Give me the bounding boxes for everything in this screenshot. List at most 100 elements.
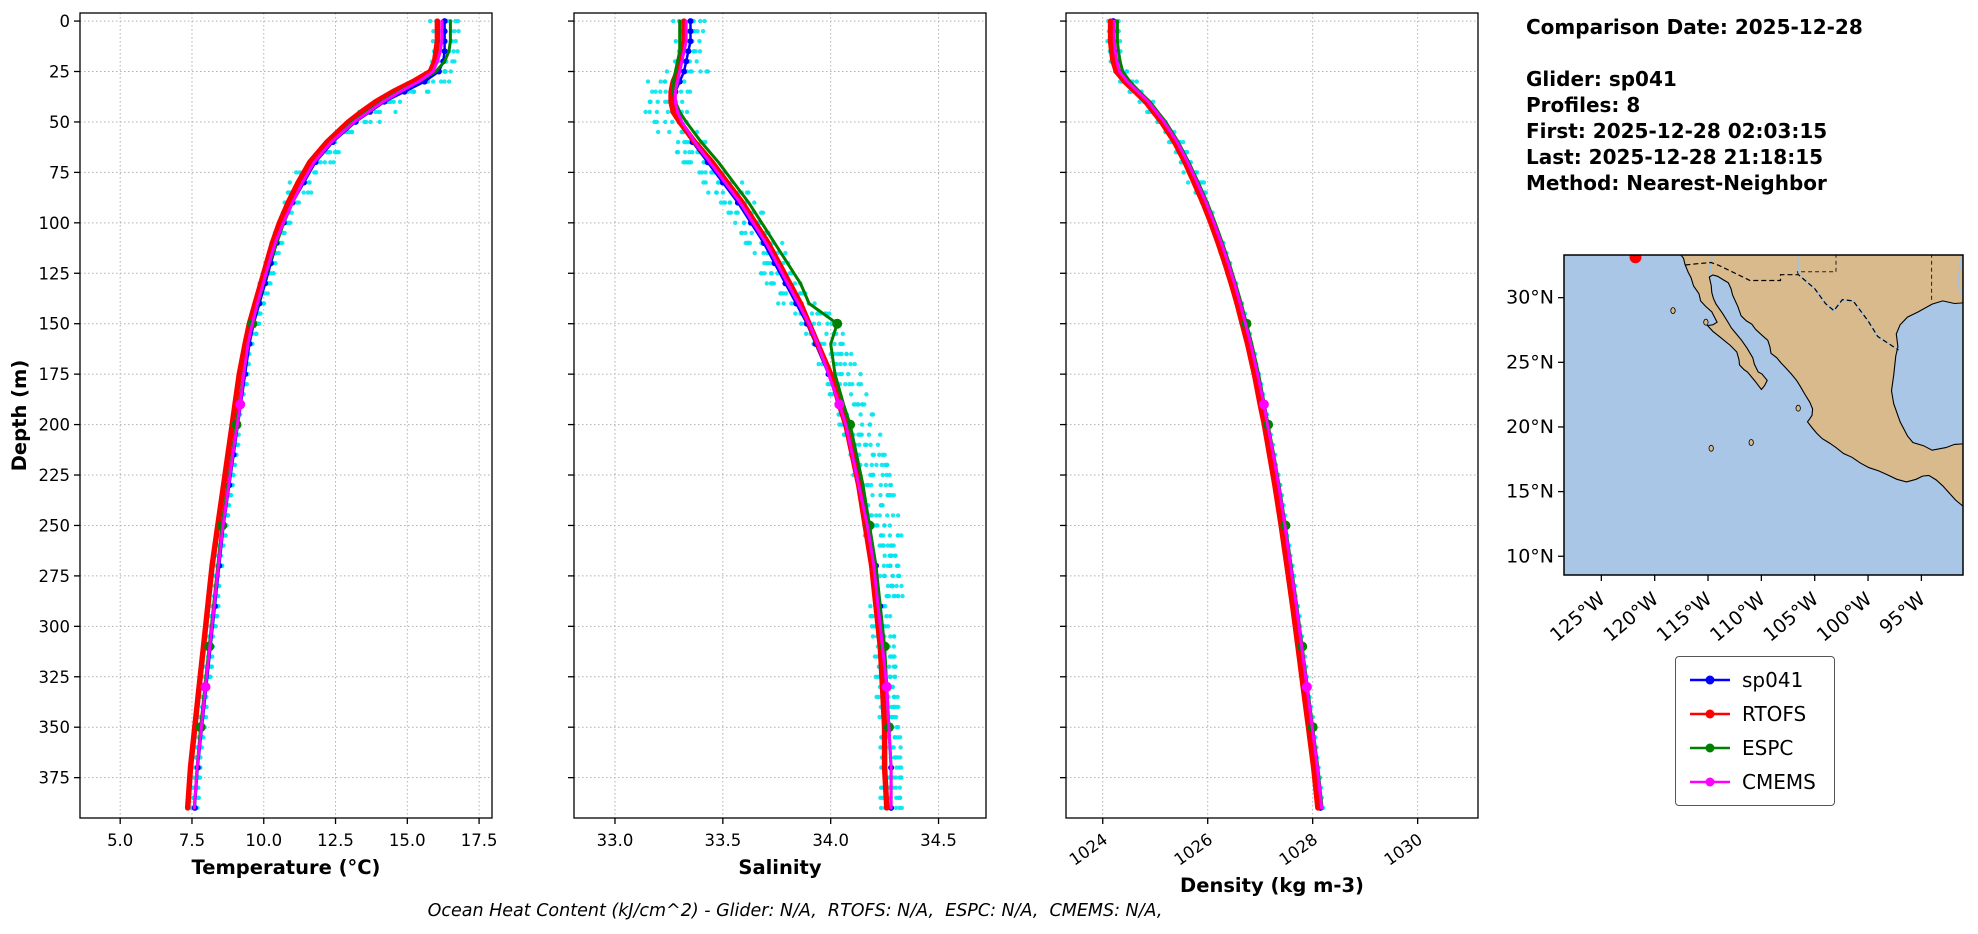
map-lon-tick-label: 95°W xyxy=(1875,588,1929,639)
legend-marker-sp041 xyxy=(1690,675,1730,685)
series-RTOFS-line xyxy=(184,18,441,811)
x-tick-label: 17.5 xyxy=(461,831,498,850)
glider-raw-scatter xyxy=(643,18,905,811)
location-map: 30°N 25°N 20°N 15°N 10°N 125°W120°W115°W110°W… xyxy=(1506,254,1964,646)
map-us-mexico-border xyxy=(1685,261,1899,351)
depth-tick-label: 200 xyxy=(39,416,71,435)
map-island xyxy=(1670,307,1676,314)
map-lat-tick-label: 25°N xyxy=(1506,351,1554,373)
map-island xyxy=(1795,404,1801,412)
depth-tick-label: 150 xyxy=(39,315,71,334)
x-tick-label: 1028 xyxy=(1276,830,1321,870)
map-land-mexico xyxy=(1680,255,1963,507)
map-state-border xyxy=(1796,255,1837,275)
salinity-axis-label: Salinity xyxy=(738,856,821,879)
series-sp041-line xyxy=(1111,19,1322,810)
depth-tick-label: 275 xyxy=(39,567,71,586)
axes-frame xyxy=(573,12,987,819)
map-lon-tick-label: 100°W xyxy=(1813,588,1877,646)
legend-item-ESPC: ESPC xyxy=(1688,736,1816,760)
depth-tick-label: 250 xyxy=(39,516,71,535)
density-profile-chart: 1024 1026 1028 1030 Density (kg m-3) xyxy=(1060,12,1479,897)
depth-tick-label: 350 xyxy=(39,718,71,737)
x-tick-label: 33.0 xyxy=(597,831,634,850)
first-profile-time-text: First: 2025-12-28 02:03:15 xyxy=(1526,119,1828,143)
x-tick-label: 34.0 xyxy=(812,831,849,850)
legend-marker-CMEMS xyxy=(1690,777,1730,787)
last-profile-time-text: Last: 2025-12-28 21:18:15 xyxy=(1526,145,1824,169)
map-island xyxy=(1703,318,1709,326)
x-tick-label: 34.5 xyxy=(920,831,957,850)
depth-tick-label: 50 xyxy=(49,113,70,132)
map-lat-tick-label: 15°N xyxy=(1506,481,1554,503)
series-ESPC-line xyxy=(1115,19,1324,810)
depth-tick-label: 75 xyxy=(49,163,70,182)
map-lon-tick-label: 110°W xyxy=(1706,588,1770,646)
legend-label-ESPC: ESPC xyxy=(1742,736,1794,760)
depth-tick-label: 300 xyxy=(39,617,71,636)
map-river xyxy=(1956,255,1963,299)
depth-tick-label: 125 xyxy=(39,264,71,283)
map-lat-tick-label: 20°N xyxy=(1506,416,1554,438)
x-tick-label: 7.5 xyxy=(179,831,205,850)
map-lat-tick-label: 10°N xyxy=(1506,545,1554,567)
legend-marker-ESPC xyxy=(1690,743,1730,753)
map-lon-tick-label: 115°W xyxy=(1653,588,1717,646)
x-tick-label: 1030 xyxy=(1381,830,1426,870)
depth-axis-label: Depth (m) xyxy=(8,360,31,472)
x-tick-label: 1026 xyxy=(1171,830,1216,870)
axes-frame xyxy=(79,12,493,819)
depth-tick-label: 175 xyxy=(39,365,71,384)
glider-name-text: Glider: sp041 xyxy=(1526,67,1677,91)
x-tick-label: 10.0 xyxy=(245,831,282,850)
grid xyxy=(1066,13,1478,818)
temperature-profile-chart: 5.0 7.5 10.0 12.5 15.0 17.5 0 25 50 75 100 125 150 17… xyxy=(8,12,497,879)
depth-tick-label: 100 xyxy=(39,214,71,233)
map-lon-tick-label: 105°W xyxy=(1759,588,1823,646)
axes-frame xyxy=(1065,12,1479,819)
map-frame xyxy=(1563,254,1964,576)
map-lat-tick-label: 30°N xyxy=(1506,287,1554,309)
profiles-count-text: Profiles: 8 xyxy=(1526,93,1641,117)
map-island xyxy=(1748,439,1754,446)
salinity-axes: 33.0 33.5 34.0 34.5 Salinity xyxy=(568,12,987,879)
map-lon-tick-label: 125°W xyxy=(1546,588,1610,646)
series-CMEMS-line xyxy=(1112,19,1324,810)
depth-tick-label: 375 xyxy=(39,769,71,788)
density-axes: 1024 1026 1028 1030 Density (kg m-3) xyxy=(1060,12,1479,897)
map-glider-position-marker xyxy=(1629,255,1642,264)
grid xyxy=(574,13,986,818)
series-ESPC-line xyxy=(671,19,893,810)
x-tick-label: 5.0 xyxy=(107,831,133,850)
salinity-profile-chart: 33.0 33.5 34.0 34.5 Salinity xyxy=(568,12,987,879)
x-tick-label: 15.0 xyxy=(389,831,426,850)
grid xyxy=(80,13,492,818)
ocean-heat-content-note: Ocean Heat Content (kJ/cm^2) - Glider: N… xyxy=(427,901,1163,921)
series-RTOFS-line xyxy=(668,18,890,811)
legend-item-CMEMS: CMEMS xyxy=(1688,770,1816,794)
comparison-date-text: Comparison Date: 2025-12-28 xyxy=(1526,15,1863,39)
temperature-axis-label: Temperature (°C) xyxy=(192,856,381,879)
series-CMEMS-line xyxy=(192,19,444,810)
legend-label-sp041: sp041 xyxy=(1742,668,1804,692)
map-contents xyxy=(1629,255,1963,507)
legend-item-sp041: sp041 xyxy=(1688,668,1816,692)
map-lon-tick-label: 120°W xyxy=(1599,588,1663,646)
legend-label-CMEMS: CMEMS xyxy=(1742,770,1816,794)
depth-tick-label: 25 xyxy=(49,63,70,82)
x-tick-label: 33.5 xyxy=(704,831,741,850)
method-text: Method: Nearest-Neighbor xyxy=(1526,171,1827,195)
map-island xyxy=(1708,444,1714,452)
x-tick-label: 1024 xyxy=(1066,830,1111,870)
info-spacer xyxy=(1526,40,1863,66)
legend-marker-RTOFS xyxy=(1690,709,1730,719)
series-RTOFS-line xyxy=(1107,18,1321,811)
info-panel: Comparison Date: 2025-12-28 Glider: sp04… xyxy=(1526,14,1863,196)
depth-tick-label: 325 xyxy=(39,668,71,687)
x-tick-label: 12.5 xyxy=(317,831,354,850)
series-CMEMS-line xyxy=(673,19,893,810)
legend-item-RTOFS: RTOFS xyxy=(1688,702,1816,726)
depth-tick-label: 225 xyxy=(39,466,71,485)
temperature-axes: 5.0 7.5 10.0 12.5 15.0 17.5 0 25 50 75 100 125 150 17… xyxy=(8,12,497,879)
glider-raw-scatter xyxy=(189,18,461,811)
